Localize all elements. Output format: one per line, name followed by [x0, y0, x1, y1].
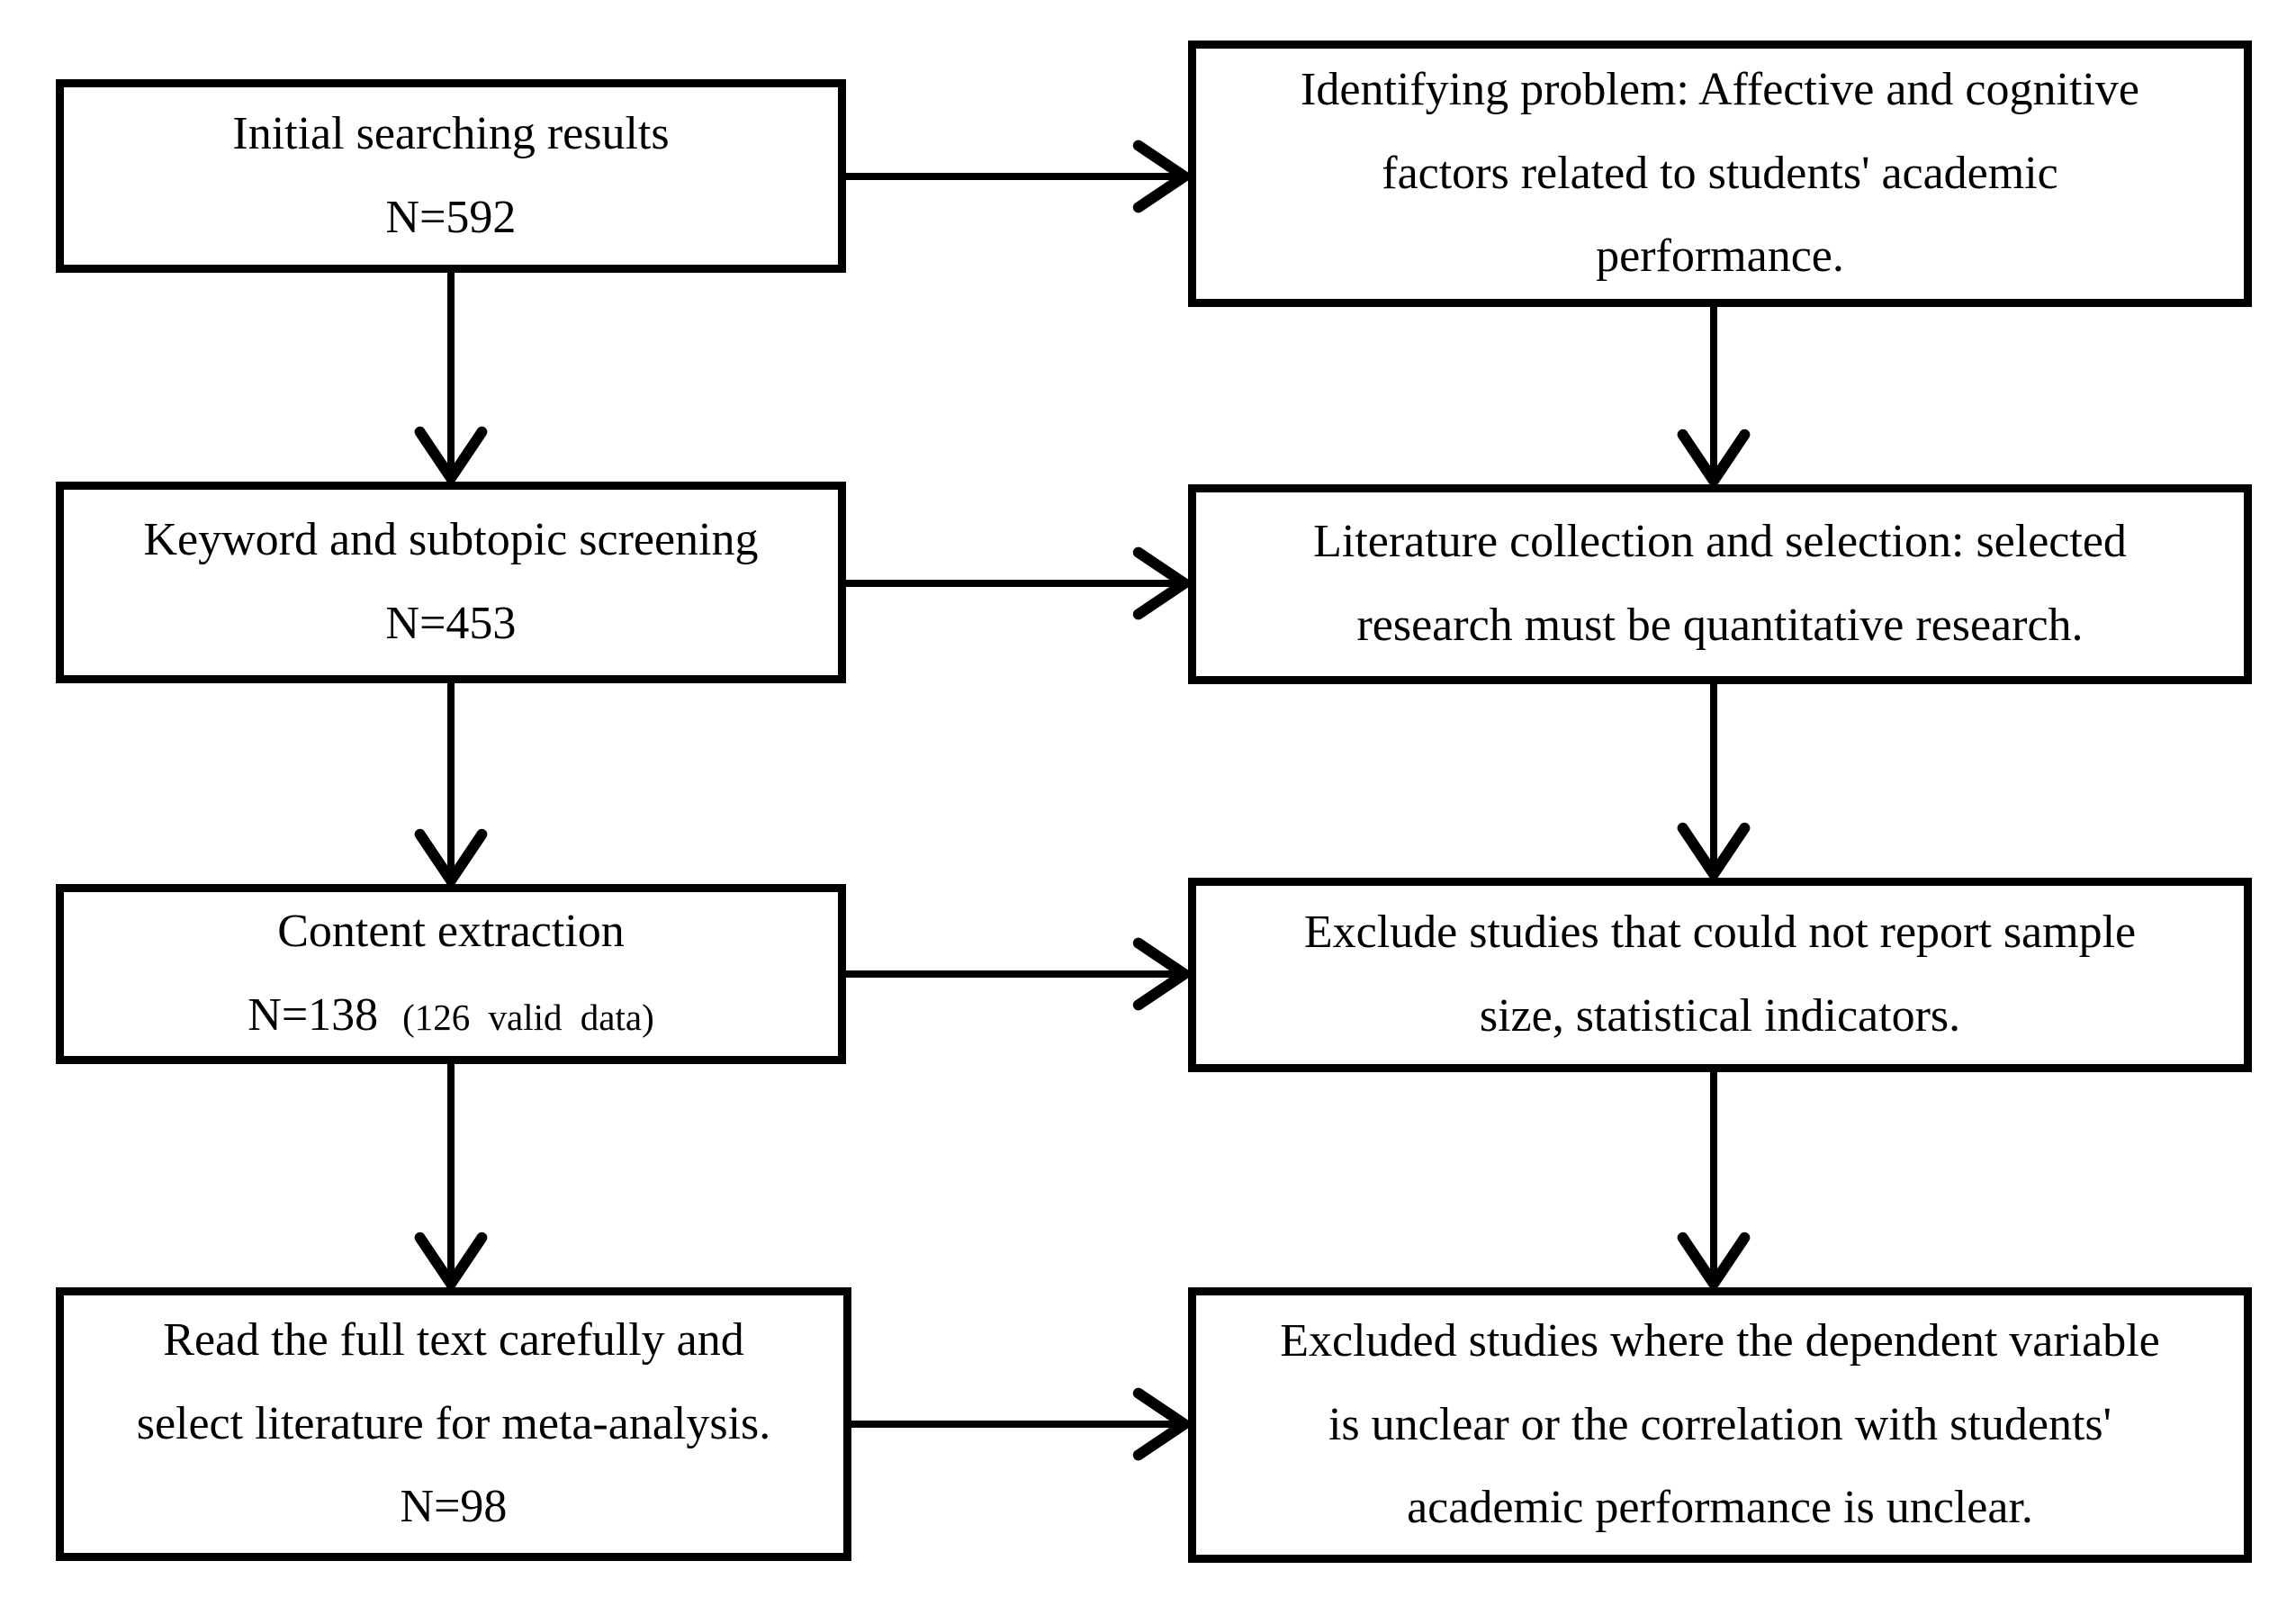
box-text-line: Keyword and subtopic screening: [143, 514, 759, 566]
box-full-text-selection: Read the full text carefully and select …: [56, 1287, 851, 1561]
box-n-line: N=138 (126 valid data): [248, 974, 653, 1058]
box-text-line: academic performance is unclear.: [1407, 1482, 2033, 1534]
box-n-count: N=138: [248, 989, 379, 1041]
box-literature-collection-selection: Literature collection and selection: sel…: [1188, 484, 2252, 684]
box-n-note: (126 valid data): [402, 997, 654, 1038]
box-text-line: Excluded studies where the dependent var…: [1280, 1315, 2160, 1367]
box-text-line: factors related to students' academic: [1382, 147, 2058, 199]
box-initial-searching-results: Initial searching results N=592: [56, 79, 846, 273]
box-text-line: Initial searching results: [232, 107, 670, 159]
box-text-line: Exclude studies that could not report sa…: [1303, 907, 2137, 959]
box-text-line: Content extraction: [277, 906, 625, 958]
box-text-line: select literature for meta-analysis.: [136, 1397, 771, 1449]
box-content-extraction: Content extraction N=138 (126 valid data…: [56, 884, 846, 1064]
box-identifying-problem: Identifying problem: Affective and cogni…: [1188, 41, 2252, 307]
box-text-line: research must be quantitative research.: [1356, 600, 2084, 651]
box-text-line: Read the full text carefully and: [163, 1314, 744, 1367]
box-text-line: size, statistical indicators.: [1479, 990, 1961, 1042]
box-text-line: Identifying problem: Affective and cogni…: [1301, 64, 2139, 116]
box-n-count: N=98: [400, 1481, 508, 1533]
box-n-count: N=592: [385, 191, 517, 243]
box-text-line: is unclear or the correlation with stude…: [1328, 1398, 2111, 1450]
box-text-line: performance.: [1596, 230, 1844, 283]
box-keyword-subtopic-screening: Keyword and subtopic screening N=453: [56, 482, 846, 683]
box-exclude-unclear-dependent-variable: Excluded studies where the dependent var…: [1188, 1287, 2252, 1563]
box-exclude-no-sample-stats: Exclude studies that could not report sa…: [1188, 878, 2252, 1072]
box-n-count: N=453: [385, 598, 517, 649]
box-text-line: Literature collection and selection: sel…: [1313, 516, 2127, 568]
